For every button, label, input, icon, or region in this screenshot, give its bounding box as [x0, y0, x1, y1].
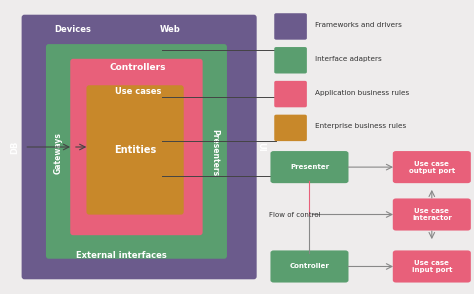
- Text: Use cases: Use cases: [115, 87, 161, 96]
- FancyBboxPatch shape: [46, 44, 227, 259]
- Text: Controllers: Controllers: [109, 63, 166, 72]
- Text: Presenters: Presenters: [210, 129, 219, 176]
- Text: DB: DB: [10, 140, 19, 154]
- Text: Presenter: Presenter: [290, 164, 329, 170]
- Text: External interfaces: External interfaces: [76, 251, 167, 260]
- FancyBboxPatch shape: [86, 85, 184, 215]
- FancyBboxPatch shape: [271, 250, 348, 283]
- Text: Devices: Devices: [55, 25, 91, 34]
- FancyBboxPatch shape: [274, 115, 307, 141]
- FancyBboxPatch shape: [70, 59, 202, 235]
- Text: Gateways: Gateways: [54, 132, 63, 174]
- FancyBboxPatch shape: [22, 15, 256, 279]
- Text: Use case
output port: Use case output port: [409, 161, 455, 174]
- Text: Use case
interactor: Use case interactor: [412, 208, 452, 221]
- FancyBboxPatch shape: [393, 151, 471, 183]
- Text: Flow of control: Flow of control: [269, 211, 321, 218]
- FancyBboxPatch shape: [393, 198, 471, 230]
- Text: Controller: Controller: [290, 263, 329, 270]
- Text: Application business rules: Application business rules: [315, 90, 409, 96]
- FancyBboxPatch shape: [274, 81, 307, 107]
- Text: Web: Web: [160, 25, 181, 34]
- FancyBboxPatch shape: [274, 13, 307, 40]
- FancyBboxPatch shape: [274, 47, 307, 74]
- Text: Use case
input port: Use case input port: [411, 260, 452, 273]
- Text: Frameworks and drivers: Frameworks and drivers: [315, 22, 402, 28]
- Text: Enterprise business rules: Enterprise business rules: [315, 123, 406, 129]
- FancyBboxPatch shape: [393, 250, 471, 283]
- Text: UI: UI: [256, 142, 265, 152]
- FancyBboxPatch shape: [271, 151, 348, 183]
- Text: Entities: Entities: [114, 145, 156, 155]
- Text: Interface adapters: Interface adapters: [315, 56, 382, 62]
